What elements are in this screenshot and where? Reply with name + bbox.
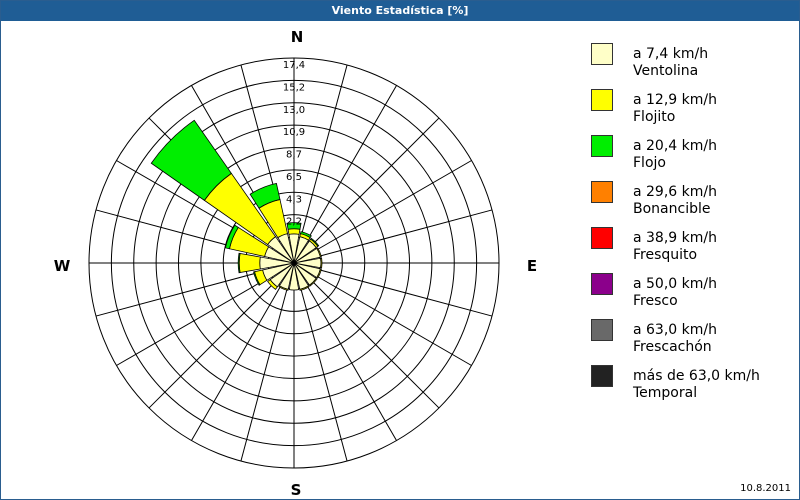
legend-item: más de 63,0 km/h Temporal	[591, 365, 791, 411]
legend-text: a 29,6 km/h Bonancible	[633, 184, 717, 218]
spoke-15	[300, 64, 348, 239]
sector-NNE-band-2	[300, 231, 312, 239]
legend-speed-label: a 12,9 km/h	[633, 92, 717, 108]
legend-item: a 50,0 km/h Fresco	[591, 273, 791, 319]
ring-label-7: 15,2	[283, 82, 305, 93]
ring-label-5: 10,9	[283, 127, 305, 138]
spoke-195	[240, 287, 288, 462]
compass-north-label: N	[291, 28, 304, 46]
spoke-150	[306, 285, 397, 441]
legend-item: a 20,4 km/h Flojo	[591, 135, 791, 181]
legend-text: a 38,9 km/h Fresquito	[633, 230, 717, 264]
sector-ENE-band-1	[316, 247, 322, 258]
legend-swatch	[591, 43, 613, 65]
spoke-30	[306, 85, 397, 241]
spoke-165	[300, 287, 348, 462]
legend-text: a 50,0 km/h Fresco	[633, 276, 717, 310]
sector-SSE-band-1	[299, 285, 310, 291]
legend-text: a 7,4 km/h Ventolina	[633, 46, 708, 80]
sector-SE-band-1	[308, 277, 318, 287]
legend-speed-label: a 50,0 km/h	[633, 276, 717, 292]
legend-text: más de 63,0 km/h Temporal	[633, 368, 760, 402]
spoke-210	[191, 285, 282, 441]
legend-swatch	[591, 227, 613, 249]
sector-ESE-band-1	[316, 268, 322, 279]
compass-south-label: S	[291, 481, 302, 499]
ring-label-1: 2,2	[286, 217, 302, 228]
legend-swatch	[591, 89, 613, 111]
ring-label-2: 4,3	[286, 194, 302, 205]
sector-E-band-1	[320, 257, 323, 269]
legend-series-name: Temporal	[633, 385, 698, 401]
compass-east-label: E	[527, 257, 537, 275]
legend-swatch	[591, 319, 613, 341]
legend-series-name: Frescachón	[633, 339, 712, 355]
sector-NW-band-2	[150, 119, 232, 201]
spoke-60	[316, 160, 472, 251]
spoke-105	[318, 269, 493, 317]
ring-labels: 2,2 4,3 6,5 8,7 10,9 13,0 15,2 17,4	[283, 60, 305, 228]
legend-speed-label: a 63,0 km/h	[633, 322, 717, 338]
legend-speed-label: más de 63,0 km/h	[633, 368, 760, 384]
legend-series-name: Flojito	[633, 109, 676, 125]
sector-SSW-band-1	[278, 285, 289, 291]
legend-series-name: Bonancible	[633, 201, 711, 217]
date-stamp: 10.8.2011	[740, 483, 791, 494]
sector-WNW-band-2	[224, 224, 239, 250]
wind-sectors	[150, 119, 323, 291]
legend-speed-label: a 38,9 km/h	[633, 230, 717, 246]
sector-S-band-0	[288, 262, 300, 291]
legend-swatch	[591, 365, 613, 387]
wind-rose-chart: 2,2 4,3 6,5 8,7 10,9 13,0 15,2 17,4 N E S W	[54, 28, 537, 499]
legend-item: a 12,9 km/h Flojito	[591, 89, 791, 135]
spoke-45	[312, 117, 440, 245]
legend-swatch	[591, 273, 613, 295]
spoke-240	[116, 275, 272, 366]
legend-item: a 29,6 km/h Bonancible	[591, 181, 791, 227]
spoke-75	[318, 209, 493, 257]
spoke-225	[148, 281, 276, 409]
ring-label-3: 6,5	[286, 172, 302, 183]
legend-series-name: Fresco	[633, 293, 678, 309]
legend-item: a 38,9 km/h Fresquito	[591, 227, 791, 273]
legend-series-name: Flojo	[633, 155, 666, 171]
sector-N-band-1	[287, 228, 301, 235]
window-title: Viento Estadística [%]	[1, 1, 799, 21]
compass-west-label: W	[54, 257, 71, 275]
legend-speed-label: a 20,4 km/h	[633, 138, 717, 154]
spoke-120	[316, 275, 472, 366]
legend-swatch	[591, 181, 613, 203]
ring-label-8: 17,4	[283, 60, 305, 71]
legend-text: a 20,4 km/h Flojo	[633, 138, 717, 172]
legend-series-name: Ventolina	[633, 63, 699, 79]
sector-W-band-2	[237, 252, 241, 274]
sector-NE-band-2	[310, 237, 320, 247]
sector-SW-band-1	[267, 279, 278, 290]
legend-text: a 63,0 km/h Frescachón	[633, 322, 717, 356]
legend: a 7,4 km/h Ventolina a 12,9 km/h Flojito a 2…	[591, 43, 791, 411]
spoke-255	[95, 269, 270, 317]
ring-label-6: 13,0	[283, 105, 305, 116]
sector-W-band-1	[238, 252, 261, 274]
spoke-grid	[89, 58, 499, 468]
spoke-135	[312, 281, 440, 409]
sector-NNW-band-2	[249, 182, 281, 209]
sector-WSW-band-2	[253, 271, 261, 286]
legend-text: a 12,9 km/h Flojito	[633, 92, 717, 126]
legend-speed-label: a 29,6 km/h	[633, 184, 717, 200]
legend-item: a 63,0 km/h Frescachón	[591, 319, 791, 365]
legend-speed-label: a 7,4 km/h	[633, 46, 709, 62]
legend-swatch	[591, 135, 613, 157]
legend-series-name: Fresquito	[633, 247, 698, 263]
legend-item: a 7,4 km/h Ventolina	[591, 43, 791, 89]
ring-label-4: 8,7	[286, 150, 302, 161]
sector-N-band-2	[286, 222, 302, 230]
